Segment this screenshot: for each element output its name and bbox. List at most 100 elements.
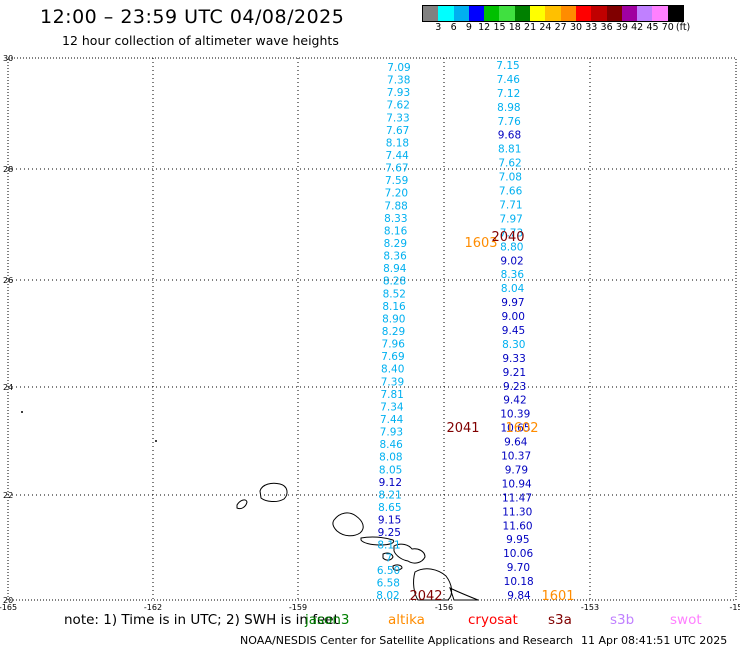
color-swatch xyxy=(468,6,485,21)
satellite-legend-item: cryosat xyxy=(468,612,518,628)
wave-height-label: 7.96 xyxy=(382,339,406,351)
footnote: note: 1) Time is in UTC; 2) SWH is in fe… xyxy=(64,612,339,628)
wave-height-label: 7.59 xyxy=(385,175,408,187)
wave-height-label: 10.39 xyxy=(500,409,530,421)
wave-height-label: 7.33 xyxy=(386,112,409,124)
wave-height-label: 9.79 xyxy=(505,464,528,476)
wave-height-label: 9.42 xyxy=(503,395,526,407)
island-molokai xyxy=(360,536,395,546)
color-swatch xyxy=(484,6,500,21)
color-swatch xyxy=(530,6,546,21)
wave-height-label: 9.23 xyxy=(503,381,526,393)
pass-time-label: 1602 xyxy=(505,421,538,436)
wave-height-label: 8.30 xyxy=(502,339,525,351)
wave-height-label: 7 xyxy=(385,552,392,564)
color-swatch xyxy=(560,6,576,21)
wave-height-label: 7.81 xyxy=(380,389,403,401)
color-swatch xyxy=(637,6,653,21)
color-swatch xyxy=(453,6,469,21)
wave-height-label: 11.60 xyxy=(503,520,533,532)
wave-height-label: 9.12 xyxy=(379,477,402,489)
wave-height-label: 9.00 xyxy=(502,311,525,323)
island-maui xyxy=(393,543,426,564)
wave-height-label: 11.47 xyxy=(502,492,532,504)
latitude-tick-label: 24 xyxy=(3,383,13,392)
island-hawaii xyxy=(413,568,453,601)
wave-height-label: 7.73 xyxy=(500,227,523,239)
longitude-tick-label: -153 xyxy=(581,603,599,612)
wave-height-label: 7.66 xyxy=(499,186,523,198)
island-dot-2 xyxy=(155,440,157,442)
color-scale-label: 15 xyxy=(493,22,506,33)
latitude-tick-label: 22 xyxy=(3,491,13,500)
color-scale-label: 6 xyxy=(450,22,457,33)
wave-height-label: 10.94 xyxy=(502,478,532,490)
color-swatch xyxy=(545,6,561,21)
wave-height-label: 7.12 xyxy=(497,88,520,100)
color-scale-label: 27 xyxy=(554,22,567,33)
wave-height-label: 7.88 xyxy=(384,200,407,212)
island-hawaii-southeast xyxy=(449,587,479,601)
color-scale-label: 36 xyxy=(600,22,613,33)
wave-height-label: 8.36 xyxy=(501,269,525,281)
chart-subtitle: 12 hour collection of altimeter wave hei… xyxy=(62,33,339,48)
wave-height-label: 8.29 xyxy=(382,326,405,338)
color-scale-label: 24 xyxy=(539,22,552,33)
wave-height-label: 7.76 xyxy=(497,116,521,128)
wave-height-label: 11.30 xyxy=(502,506,532,518)
pass-time-label: 2041 xyxy=(446,421,479,436)
wave-height-label: 7.44 xyxy=(380,414,404,426)
color-scale-label: 42 xyxy=(631,22,644,33)
map-frame xyxy=(7,57,737,601)
island-oahu xyxy=(332,512,364,537)
wave-height-label: 8.65 xyxy=(378,502,401,514)
wave-height-label: 9.15 xyxy=(378,515,401,527)
wave-height-label: 7.20 xyxy=(385,188,408,200)
longitude-tick-label: -156 xyxy=(435,603,453,612)
wave-height-label: 8.80 xyxy=(500,241,523,253)
wave-height-label: 7.67 xyxy=(386,125,409,137)
satellite-legend-item: altika xyxy=(388,612,425,628)
wave-height-label: 8.11 xyxy=(377,540,400,552)
wave-height-label: 8.94 xyxy=(383,263,407,275)
wave-height-label: 7.69 xyxy=(381,351,404,363)
satellite-legend-item: s3b xyxy=(610,612,635,628)
latitude-tick-label: 20 xyxy=(3,596,13,605)
longitude-tick-label: -162 xyxy=(144,603,162,612)
pass-time-label: 2042 xyxy=(409,589,442,604)
color-scale-label: 3 xyxy=(435,22,442,33)
color-swatch xyxy=(652,6,668,21)
wave-height-label: 8.29 xyxy=(384,238,407,250)
satellite-legend-item: jason3 xyxy=(305,612,350,628)
satellite-legend-item: s3a xyxy=(548,612,572,628)
altimeter-track-east: 7.15 7.46 7.12 8.98 7.76 9.68 8.81 7.62 7.08 7.66… xyxy=(496,60,533,602)
color-swatch xyxy=(667,6,684,21)
latitude-tick-label: 28 xyxy=(3,165,13,174)
wave-height-label: 7.38 xyxy=(387,75,410,87)
island-dot-1 xyxy=(21,411,23,413)
wave-height-label: 8.05 xyxy=(379,464,402,476)
latitude-tick-label: 30 xyxy=(3,54,13,63)
wave-height-label: 8.81 xyxy=(498,144,521,156)
wave-height-label: 7.62 xyxy=(387,100,410,112)
color-swatch xyxy=(606,6,622,21)
wave-height-label: 8.21 xyxy=(378,489,401,501)
wave-height-label: 8.18 xyxy=(386,137,409,149)
color-swatch xyxy=(438,6,454,21)
island-niihau xyxy=(236,499,248,510)
color-swatch xyxy=(514,6,531,21)
wave-height-label: 9.70 xyxy=(507,562,530,574)
wave-height-label: 7.34 xyxy=(380,401,404,413)
wave-height-label: 9.45 xyxy=(502,325,525,337)
wave-height-label: 10.06 xyxy=(503,548,533,560)
wave-height-label: 9.84 xyxy=(507,590,531,602)
wave-height-label: 8.46 xyxy=(379,439,403,451)
wave-height-label: 8.36 xyxy=(383,251,407,263)
hawaii-islands xyxy=(236,482,479,601)
wave-height-label: 9.97 xyxy=(501,297,524,309)
wave-height-label: 7.97 xyxy=(499,213,522,225)
wave-height-label: 7.46 xyxy=(497,74,521,86)
wave-height-label: 7.44 xyxy=(385,150,409,162)
longitude-labels: -165 -162 -159 -156 -153 -15 xyxy=(0,603,740,612)
